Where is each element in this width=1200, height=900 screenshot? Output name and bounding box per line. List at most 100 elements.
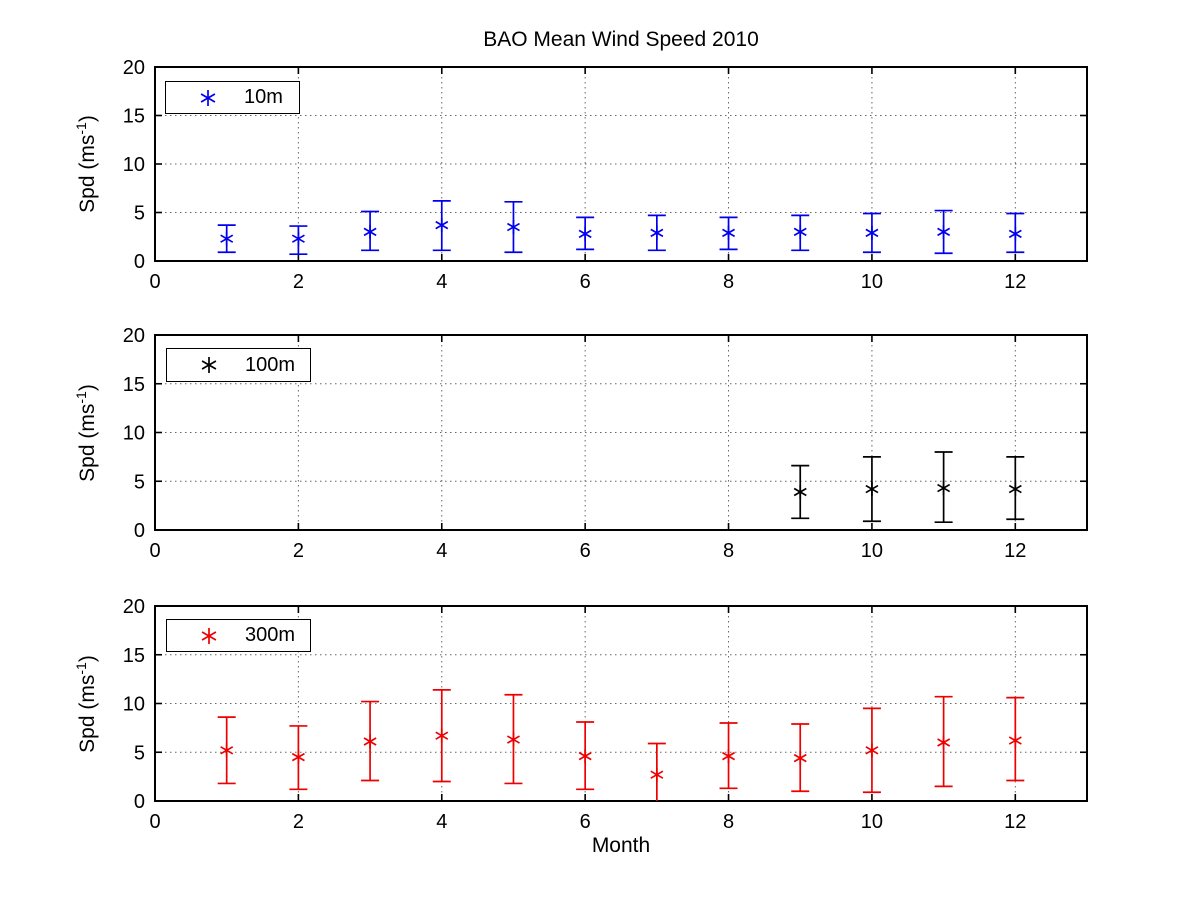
y-tick-label: 20 xyxy=(123,57,145,79)
x-tick-label: 10 xyxy=(861,811,883,833)
asterisk-marker xyxy=(291,231,305,246)
figure-title: BAO Mean Wind Speed 2010 xyxy=(483,28,759,51)
errorbar-point xyxy=(934,451,953,524)
x-tick-label: 2 xyxy=(293,811,304,833)
errorbar-point xyxy=(791,464,810,520)
y-tick-label: 10 xyxy=(123,694,145,716)
subplot-10m: 0 2 4 6 8 10 12 0 5 10 15 20 xyxy=(123,57,1088,293)
errorbar-point xyxy=(1006,212,1025,254)
asterisk-marker xyxy=(650,225,664,240)
errorbar-point xyxy=(361,210,380,252)
asterisk-marker-icon xyxy=(200,89,216,106)
y-tick-label: 0 xyxy=(134,520,145,542)
errorbar-point xyxy=(576,216,595,251)
y-axis-label-text: Spd (ms xyxy=(76,403,99,482)
asterisk-marker xyxy=(578,226,592,241)
errorbar-point xyxy=(791,723,810,793)
y-axis-label-300m: Spd (ms-1) xyxy=(73,655,100,753)
asterisk-marker xyxy=(650,767,664,782)
errorbar-point xyxy=(289,725,308,791)
y-tick-label: 5 xyxy=(134,203,145,225)
errorbar-point xyxy=(934,209,953,255)
subplot-100m: 0 2 4 6 8 10 12 0 5 10 15 20 xyxy=(123,325,1088,562)
errorbar-point xyxy=(791,214,810,252)
x-tick-label: 8 xyxy=(723,271,734,293)
y-tick-label: 5 xyxy=(134,471,145,493)
asterisk-marker xyxy=(722,749,736,764)
asterisk-marker xyxy=(793,751,807,766)
asterisk-marker xyxy=(506,220,520,235)
y-tick-label: 10 xyxy=(123,154,145,176)
x-tick-label: 12 xyxy=(1004,811,1026,833)
errorbar-point xyxy=(647,214,666,252)
errorbar-point xyxy=(647,742,666,801)
y-axis-label-text: ) xyxy=(76,384,99,392)
errorbar-point xyxy=(934,695,953,788)
y-axis-label-superscript: -1 xyxy=(73,662,89,675)
errorbar-point xyxy=(862,212,881,254)
errorbar-point xyxy=(432,200,451,252)
legend-label: 100m xyxy=(245,353,296,376)
x-tick-label: 10 xyxy=(861,540,883,562)
y-tick-label: 20 xyxy=(123,596,145,618)
legend-10m: 10m xyxy=(165,81,300,114)
asterisk-marker xyxy=(220,231,234,246)
asterisk-marker xyxy=(1008,733,1022,748)
x-tick-label: 8 xyxy=(723,811,734,833)
errorbar-point xyxy=(719,722,738,790)
asterisk-marker xyxy=(578,749,592,764)
y-axis-label-text: Spd (ms xyxy=(76,674,99,753)
asterisk-marker xyxy=(200,89,216,106)
errorbar-point xyxy=(1006,696,1025,782)
asterisk-marker xyxy=(793,224,807,239)
y-axis-label-text: ) xyxy=(76,655,99,663)
x-tick-label: 10 xyxy=(861,271,883,293)
errorbar-point xyxy=(1006,456,1025,521)
asterisk-marker xyxy=(937,481,951,496)
asterisk-marker xyxy=(1008,226,1022,241)
asterisk-marker xyxy=(435,728,449,743)
asterisk-marker xyxy=(937,224,951,239)
y-tick-label: 10 xyxy=(123,423,145,445)
errorbar-point xyxy=(217,716,236,785)
errorbar-point xyxy=(432,688,451,783)
asterisk-marker xyxy=(363,734,377,749)
asterisk-marker-icon xyxy=(201,357,217,373)
errorbar-point xyxy=(289,225,308,256)
asterisk-marker xyxy=(435,218,449,233)
x-tick-label: 2 xyxy=(293,540,304,562)
x-tick-label: 12 xyxy=(1004,540,1026,562)
asterisk-marker xyxy=(201,357,217,373)
x-tick-label: 0 xyxy=(149,271,160,293)
legend-100m: 100m xyxy=(166,348,311,382)
errorbar-point xyxy=(862,456,881,523)
legend-label: 10m xyxy=(244,86,283,108)
x-tick-label: 8 xyxy=(723,540,734,562)
y-tick-label: 15 xyxy=(123,645,145,667)
x-tick-label: 6 xyxy=(580,540,591,562)
x-tick-label: 4 xyxy=(436,540,447,562)
asterisk-marker xyxy=(1008,482,1022,497)
x-tick-label: 4 xyxy=(436,271,447,293)
x-tick-label: 6 xyxy=(580,271,591,293)
y-tick-label: 5 xyxy=(134,742,145,764)
asterisk-marker xyxy=(220,743,234,758)
errorbar-point xyxy=(361,700,380,782)
x-tick-label: 6 xyxy=(580,811,591,833)
y-tick-label: 0 xyxy=(134,791,145,813)
asterisk-marker xyxy=(291,750,305,765)
asterisk-marker xyxy=(865,225,879,240)
errorbar-point xyxy=(576,721,595,791)
y-axis-label-superscript: -1 xyxy=(73,391,89,404)
y-axis-label-10m: Spd (ms-1) xyxy=(73,115,100,213)
y-axis-label-text: ) xyxy=(76,115,99,123)
asterisk-marker xyxy=(865,482,879,497)
asterisk-marker xyxy=(363,224,377,239)
y-axis-label-100m: Spd (ms-1) xyxy=(73,384,100,482)
x-tick-label: 2 xyxy=(293,271,304,293)
asterisk-marker xyxy=(722,225,736,240)
y-axis-label-text: Spd (ms xyxy=(76,134,99,213)
y-tick-label: 20 xyxy=(123,325,145,347)
